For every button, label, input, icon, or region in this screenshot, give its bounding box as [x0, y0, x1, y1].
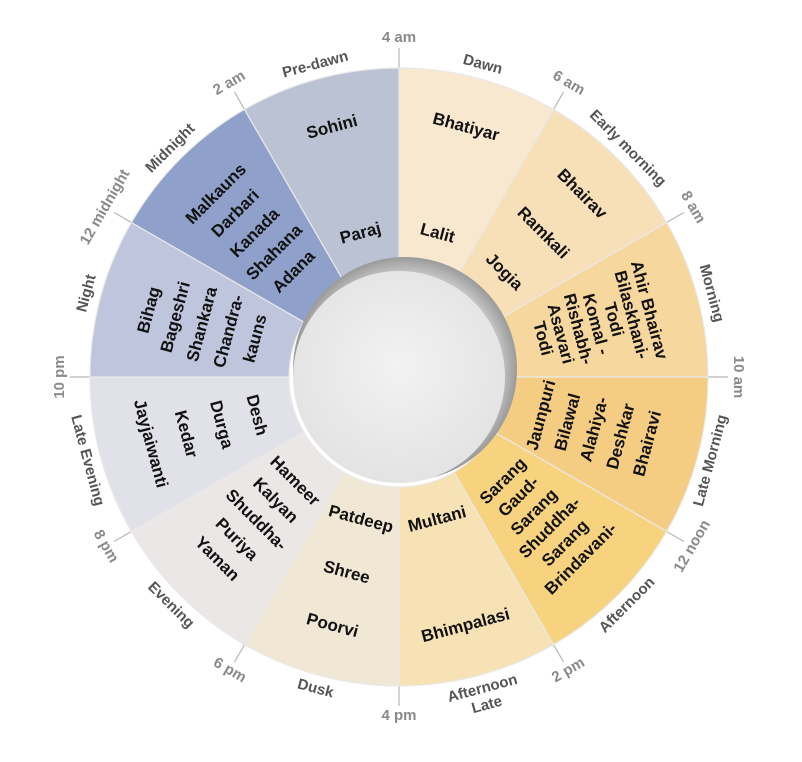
hour-label-2-pm: 2 pm	[549, 654, 588, 686]
sector-late-evening	[89, 376, 305, 533]
period-label-dusk: Dusk	[296, 676, 336, 702]
period-label-night: Night	[73, 273, 99, 314]
sector-night	[89, 221, 305, 378]
hour-label-4-am: 4 am	[382, 29, 416, 46]
period-label-dawn: Dawn	[461, 51, 504, 78]
hour-label-6-pm: 6 pm	[210, 654, 249, 686]
sector-dusk	[243, 471, 400, 687]
hour-label-6-am: 6 am	[550, 67, 588, 99]
hour-label-8-am: 8 am	[677, 188, 709, 226]
sector-evening	[130, 431, 345, 646]
hour-label-8-pm: 8 pm	[90, 527, 122, 566]
hub-face	[293, 271, 505, 483]
hour-label-10-pm: 10 pm	[51, 355, 68, 398]
hour-label-12-noon: 12 noon	[670, 517, 713, 575]
hour-label-2-am: 2 am	[210, 67, 248, 99]
hour-label-10-am: 10 am	[730, 356, 747, 399]
center-hub	[293, 257, 517, 483]
hour-label-4-pm: 4 pm	[381, 707, 416, 724]
sector-late-afternoon	[398, 471, 555, 687]
